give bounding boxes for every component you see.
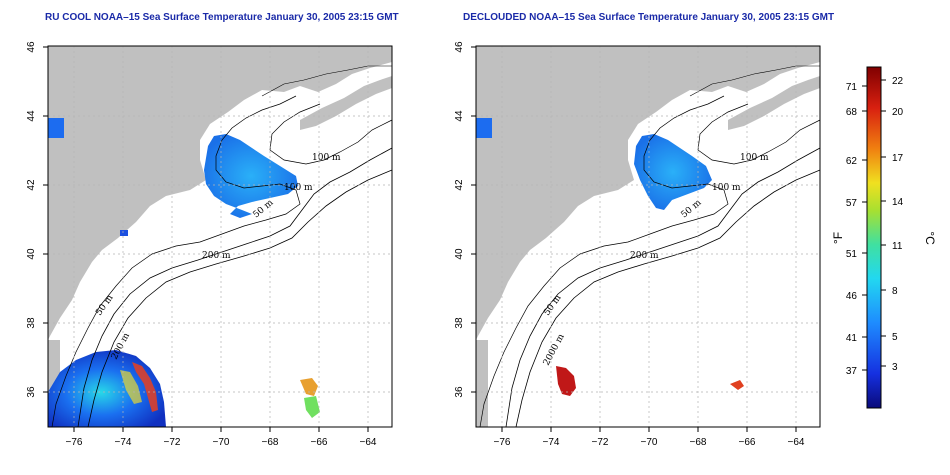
right-y-tick: 36: [454, 386, 465, 398]
colorbar-c-tick: 20: [892, 107, 904, 118]
left-map-contour-100m: [269, 103, 393, 165]
left-y-tick: 44: [26, 110, 37, 122]
right-map-grid: [476, 46, 820, 427]
colorbar-f-tick: 68: [846, 107, 858, 118]
left-y-tick: 40: [26, 248, 37, 260]
colorbar-celsius-unit: °C: [923, 231, 937, 245]
right-y-tick: 46: [454, 41, 465, 53]
left-x-tick: −68: [262, 437, 279, 448]
colorbar-c-tick: 22: [892, 76, 904, 87]
left-map-contour-200m: [77, 147, 393, 428]
right-map-contour-label: 100 m: [740, 153, 769, 163]
colorbar-f-tick: 51: [846, 249, 858, 260]
left-map-contour-2000m: [87, 169, 393, 428]
colorbar-f-tick: 57: [846, 198, 858, 209]
left-map-contour-50m: [51, 95, 301, 428]
right-y-tick: 40: [454, 248, 465, 260]
right-y-tick: 42: [454, 179, 465, 191]
left-x-tick: −74: [115, 437, 132, 448]
left-x-tick: −70: [213, 437, 230, 448]
colorbar-c-tick: 17: [892, 153, 904, 164]
right-map-land: [476, 46, 820, 340]
right-map-sst-gulf-of-maine: [634, 134, 712, 210]
right-map-contour-2000m: [515, 169, 821, 428]
right-map-contour-label: 100 m: [712, 183, 741, 193]
colorbar: 71 68 62 57 51 46 41 37 22 20 17 14 11 8…: [831, 66, 937, 409]
right-map-title: DECLOUDED NOAA–15 Sea Surface Temperatur…: [463, 12, 835, 23]
right-map-coast-south: [476, 340, 488, 427]
left-map-contour-label: 200 m: [202, 251, 231, 261]
colorbar-f-tick: 62: [846, 156, 858, 167]
colorbar-f-tick: 41: [846, 333, 858, 344]
left-map-sst-patch-north: [48, 118, 64, 138]
right-map-contour-100m: [697, 103, 821, 165]
right-x-tick: −74: [543, 437, 560, 448]
left-map-title: RU COOL NOAA–15 Sea Surface Temperature …: [45, 12, 399, 23]
right-x-tick: −64: [788, 437, 805, 448]
left-y-tick: 38: [26, 317, 37, 329]
left-map-sst-patch-small: [120, 230, 128, 236]
right-map-contour-200m: [505, 147, 821, 428]
left-x-tick: −66: [311, 437, 328, 448]
right-map-sst-warm-east: [730, 380, 744, 390]
left-map-land: [48, 46, 392, 340]
left-map-contour-label: 100 m: [284, 183, 313, 193]
left-x-tick: −64: [360, 437, 377, 448]
right-map: 100 m 100 m 50 m 200 m 50 m 2000 m: [454, 41, 821, 448]
colorbar-ticks: [862, 79, 886, 371]
colorbar-c-tick: 5: [892, 332, 898, 343]
right-x-tick: −66: [739, 437, 756, 448]
right-y-tick: 44: [454, 110, 465, 122]
colorbar-scale: [866, 66, 882, 409]
left-y-tick: 42: [26, 179, 37, 191]
right-x-tick: −68: [690, 437, 707, 448]
right-map-nova-scotia: [728, 76, 820, 130]
colorbar-fahrenheit-unit: °F: [831, 232, 845, 244]
colorbar-c-tick: 14: [892, 197, 904, 208]
left-map-contour-label: 100 m: [312, 153, 341, 163]
right-map-ticks: [471, 46, 797, 432]
right-map-sst-warm-spot: [556, 366, 576, 396]
right-x-tick: −72: [592, 437, 609, 448]
left-map-sst-warm-edge: [132, 362, 158, 412]
left-map-grid: [48, 46, 392, 427]
left-map-nova-scotia: [300, 76, 392, 130]
left-y-tick: 46: [26, 41, 37, 53]
colorbar-c-tick: 8: [892, 286, 898, 297]
left-map-sst-yellow: [120, 370, 142, 404]
left-x-tick: −76: [66, 437, 83, 448]
left-y-tick: 36: [26, 386, 37, 398]
colorbar-f-tick: 37: [846, 366, 858, 377]
colorbar-c-tick: 11: [892, 241, 903, 252]
right-map-sst-patch-north: [476, 118, 492, 138]
colorbar-c-tick: 3: [892, 362, 898, 373]
right-y-tick: 38: [454, 317, 465, 329]
colorbar-f-tick: 46: [846, 291, 858, 302]
left-map-frame: [47, 45, 393, 428]
left-map-sst-gulf-of-maine: [204, 134, 298, 218]
left-map-sst-east-2: [304, 396, 320, 418]
left-map-ticks: [43, 46, 369, 432]
right-x-tick: −70: [641, 437, 658, 448]
left-map-sst-east: [300, 378, 318, 396]
right-x-tick: −76: [494, 437, 511, 448]
colorbar-f-tick: 71: [846, 82, 858, 93]
right-map-frame: [475, 45, 821, 428]
right-map-contour-50m: [479, 95, 729, 428]
right-map-contour-label: 200 m: [630, 251, 659, 261]
left-map: 100 m 100 m 50 m 200 m 50 m 200 m: [26, 41, 393, 448]
left-x-tick: −72: [164, 437, 181, 448]
